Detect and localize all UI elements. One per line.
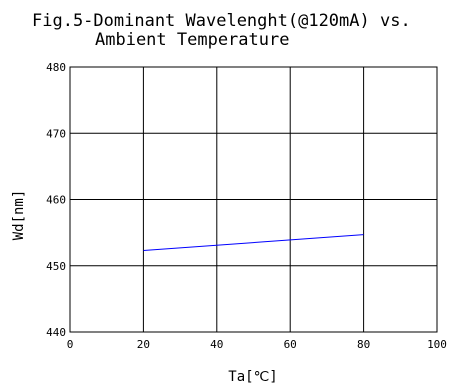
data-series	[143, 234, 364, 252]
plot-area-frame	[69, 66, 438, 333]
x-tick-label: 20	[137, 338, 150, 351]
y-tick-label: 440	[46, 326, 66, 339]
x-tick-label: 40	[210, 338, 223, 351]
x-tick-label: 80	[357, 338, 370, 351]
x-tick-labels: 0 20 40 60 80 100	[67, 338, 447, 351]
y-tick-label: 450	[46, 260, 66, 273]
chart-title-line-1: Fig.5-Dominant Wavelenght(@120mA) vs.	[32, 11, 411, 31]
x-axis-label: Ta[℃]	[228, 369, 277, 385]
y-tick-label: 460	[46, 194, 66, 207]
series-line	[143, 234, 364, 252]
y-axis-label: Wd[nm]	[11, 190, 27, 241]
y-tick-label: 470	[46, 127, 66, 140]
y-tick-label: 480	[46, 61, 66, 74]
y-tick-labels: 440 450 460 470 480	[46, 61, 66, 339]
chart-title-line-2: Ambient Temperature	[95, 30, 289, 50]
x-tick-label: 100	[427, 338, 447, 351]
x-tick-label: 0	[67, 338, 74, 351]
grid-lines	[70, 67, 437, 332]
x-tick-label: 60	[284, 338, 297, 351]
